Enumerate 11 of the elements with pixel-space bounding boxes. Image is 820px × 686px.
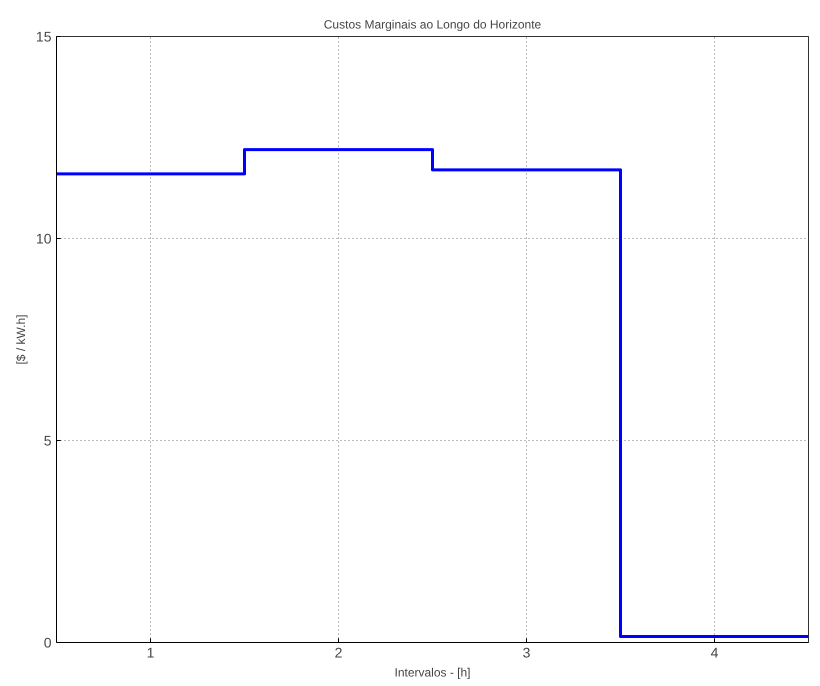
- y-tick-label: 0: [44, 634, 52, 650]
- y-tick-label: 15: [36, 28, 52, 44]
- x-tick-label: 1: [146, 644, 155, 660]
- x-tick-label: 3: [522, 644, 531, 660]
- y-tick-label: 10: [36, 230, 52, 246]
- x-axis-title: Intervalos - [h]: [394, 666, 471, 680]
- y-tick-label: 5: [44, 432, 52, 448]
- chart-title: Custos Marginais ao Longo do Horizonte: [324, 18, 542, 32]
- x-tick-label: 2: [334, 644, 343, 660]
- x-tick-label: 4: [710, 644, 719, 660]
- y-axis-title: [$ / kW.h]: [14, 314, 28, 365]
